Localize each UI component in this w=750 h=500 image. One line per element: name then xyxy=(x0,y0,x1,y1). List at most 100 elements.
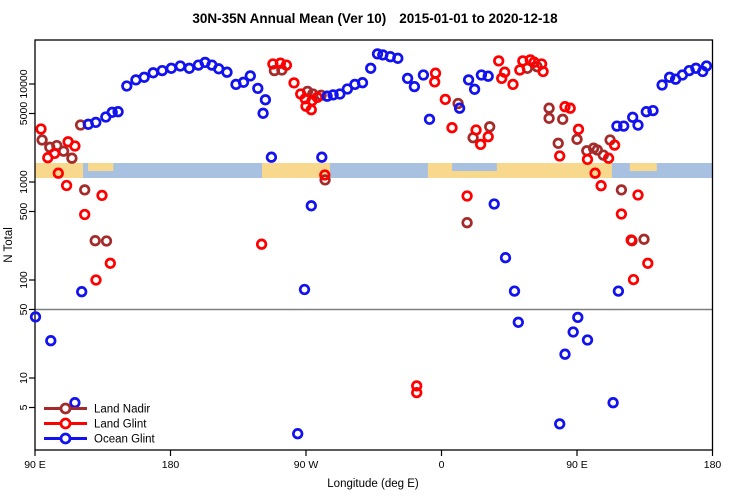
data-point xyxy=(221,66,233,78)
data-point xyxy=(321,90,333,102)
data-point xyxy=(174,60,186,72)
data-point xyxy=(79,208,91,221)
data-point xyxy=(543,112,555,124)
y-tick-label: 5000 xyxy=(18,102,30,126)
data-point xyxy=(96,189,108,202)
data-point xyxy=(615,208,628,220)
data-point xyxy=(611,120,623,132)
data-point xyxy=(571,133,583,145)
land-segment xyxy=(87,163,114,171)
data-point xyxy=(632,189,644,201)
data-point xyxy=(564,102,576,114)
data-point xyxy=(90,116,102,129)
data-point xyxy=(615,184,628,196)
data-point xyxy=(52,167,64,179)
ocean-patch xyxy=(452,163,497,171)
data-point xyxy=(280,59,293,71)
data-point xyxy=(257,107,269,119)
data-point xyxy=(453,102,466,114)
data-point xyxy=(647,104,659,117)
data-point xyxy=(423,113,436,125)
y-axis-title: N Total xyxy=(3,227,15,263)
x-tick-label: 90 E xyxy=(566,459,588,471)
data-point xyxy=(48,147,61,160)
data-point xyxy=(274,57,287,69)
data-point xyxy=(365,62,377,74)
data-point xyxy=(581,153,594,166)
data-point xyxy=(499,66,511,78)
data-point xyxy=(589,167,601,179)
data-point xyxy=(104,257,116,269)
x-tick-label: 180 xyxy=(162,459,180,471)
data-point xyxy=(106,106,118,118)
y-tick-label: 10 xyxy=(18,372,30,384)
legend-marker xyxy=(59,432,72,445)
y-tick-label: 500 xyxy=(18,203,30,221)
data-point xyxy=(552,137,564,149)
data-point xyxy=(319,169,331,181)
data-point xyxy=(514,64,526,76)
data-point xyxy=(627,273,640,286)
y-tick-label: 5 xyxy=(18,404,30,410)
data-point xyxy=(334,88,346,100)
plot-title-main: 30N-35N Annual Mean (Ver 10) xyxy=(192,11,386,26)
legend-marker xyxy=(59,402,72,415)
data-point xyxy=(446,122,458,134)
series-land-glint xyxy=(35,54,654,399)
data-point xyxy=(371,48,384,60)
data-point xyxy=(508,285,521,297)
data-point xyxy=(156,64,168,77)
data-point xyxy=(507,78,519,91)
data-point xyxy=(411,380,423,392)
x-tick-label: 0 xyxy=(439,459,445,471)
axes: 90 E 180 90 W 0 90 E 180 5 10 50 100 500 1000 5000 10… xyxy=(18,39,721,471)
data-point xyxy=(482,70,494,82)
data-point xyxy=(417,69,430,81)
data-point xyxy=(475,69,488,81)
data-point xyxy=(138,71,150,83)
data-point xyxy=(429,76,441,88)
data-point xyxy=(89,235,101,247)
data-point xyxy=(121,80,133,92)
data-point xyxy=(288,77,300,89)
data-point xyxy=(69,397,81,409)
data-point xyxy=(543,102,555,114)
data-point xyxy=(408,80,421,93)
data-point xyxy=(499,252,512,264)
legend-label: Land Glint xyxy=(94,419,147,431)
world-map-strip xyxy=(35,163,713,178)
data-point xyxy=(632,119,644,131)
land-segment xyxy=(629,163,657,171)
data-point xyxy=(57,145,70,157)
y-tick-label: 1000 xyxy=(18,170,30,194)
data-point xyxy=(439,93,451,106)
data-point xyxy=(259,94,272,106)
data-point xyxy=(319,174,331,186)
data-point xyxy=(468,83,481,95)
data-point xyxy=(165,62,177,74)
data-point xyxy=(66,152,78,164)
data-point xyxy=(45,335,57,347)
data-point xyxy=(640,106,652,118)
data-point xyxy=(627,111,639,123)
data-point xyxy=(36,134,48,146)
data-point xyxy=(493,55,505,67)
data-point xyxy=(572,123,585,135)
data-point xyxy=(292,428,304,440)
data-point xyxy=(401,72,414,85)
x-tick-label: 90 W xyxy=(294,459,319,471)
plot-frame xyxy=(34,39,714,451)
x-axis-title: Longitude (deg E) xyxy=(327,478,419,490)
data-points xyxy=(29,48,713,440)
data-point xyxy=(537,65,549,78)
data-point xyxy=(554,150,566,162)
data-point xyxy=(461,217,473,229)
data-point xyxy=(663,71,676,83)
data-point xyxy=(656,79,668,91)
data-point xyxy=(60,179,73,192)
data-point xyxy=(612,285,625,297)
legend-label: Ocean Glint xyxy=(94,434,156,446)
data-point xyxy=(90,274,102,286)
data-point xyxy=(625,234,637,246)
